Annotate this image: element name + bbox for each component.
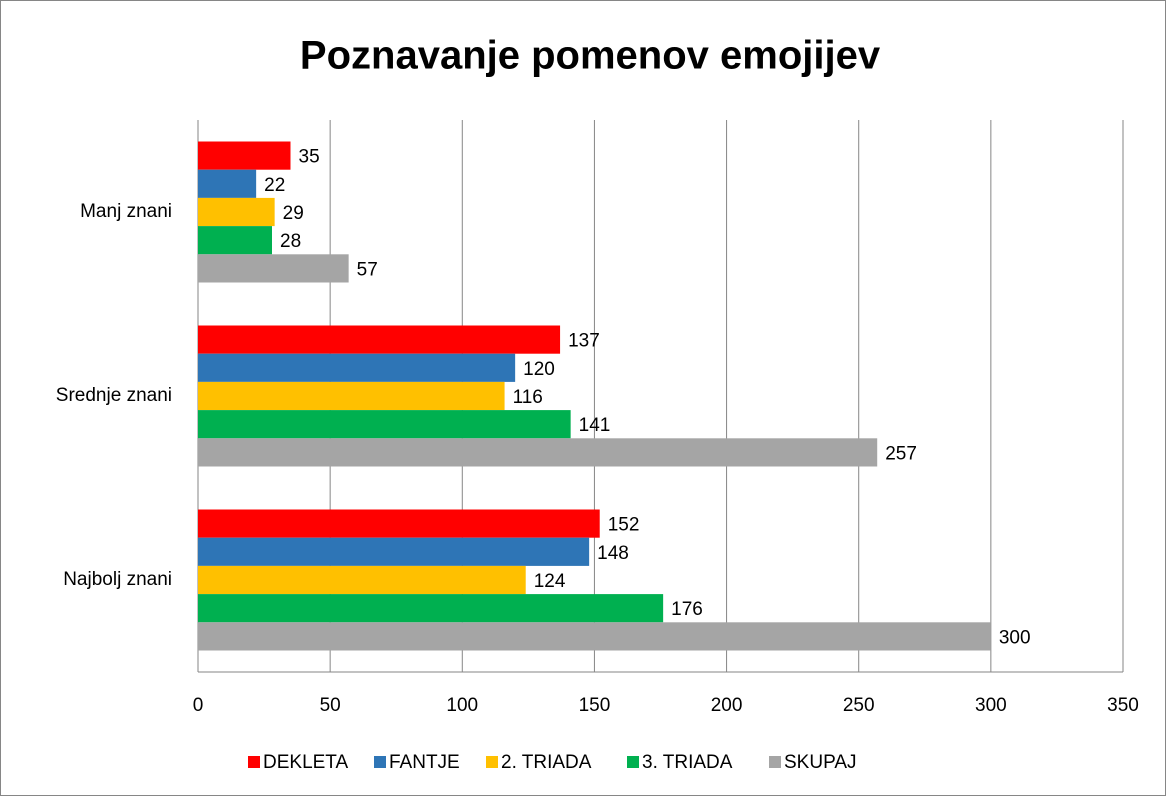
legend-label: 2. TRIADA <box>501 752 592 773</box>
legend-label: 3. TRIADA <box>642 752 733 773</box>
x-tick-label: 300 <box>975 695 1007 716</box>
value-label: 35 <box>299 147 320 168</box>
bar <box>198 509 600 538</box>
value-label: 300 <box>999 627 1031 648</box>
value-label: 28 <box>280 231 301 252</box>
legend-label: SKUPAJ <box>784 752 857 773</box>
bar <box>198 438 878 467</box>
x-tick-label: 0 <box>193 695 204 716</box>
value-label: 141 <box>579 415 611 436</box>
value-label: 116 <box>513 387 543 408</box>
value-label: 257 <box>885 443 917 464</box>
value-label: 57 <box>357 259 378 280</box>
x-tick-label: 350 <box>1107 695 1139 716</box>
chart-title: Poznavanje pomenov emojijev <box>300 34 881 78</box>
y-tick-label: Najbolj znani <box>63 569 172 590</box>
legend-label: FANTJE <box>389 752 460 773</box>
bar <box>198 537 590 566</box>
value-label: 137 <box>568 331 600 352</box>
bar <box>198 141 291 170</box>
bar <box>198 353 516 382</box>
value-label: 29 <box>283 203 304 224</box>
bar <box>198 169 257 198</box>
bar <box>198 226 272 255</box>
value-label: 22 <box>264 175 285 196</box>
bar <box>198 254 349 283</box>
value-label: 152 <box>608 515 640 536</box>
legend-swatch <box>374 756 386 768</box>
y-tick-label: Manj znani <box>80 201 172 222</box>
x-tick-label: 100 <box>446 695 478 716</box>
value-label: 148 <box>597 543 629 564</box>
value-label: 120 <box>523 359 555 380</box>
bar <box>198 381 505 411</box>
bar <box>198 565 526 595</box>
legend-swatch <box>627 756 639 768</box>
legend-swatch <box>769 756 781 768</box>
bar <box>198 594 664 623</box>
y-tick-label: Srednje znani <box>56 385 172 406</box>
value-label: 176 <box>671 599 703 620</box>
bar <box>198 197 275 227</box>
x-tick-label: 50 <box>320 695 341 716</box>
bar <box>198 325 561 354</box>
legend-swatch <box>248 756 260 768</box>
x-tick-label: 150 <box>579 695 611 716</box>
legend-swatch <box>486 756 498 768</box>
x-tick-label: 250 <box>843 695 875 716</box>
value-label: 124 <box>534 571 566 592</box>
x-tick-label: 200 <box>711 695 743 716</box>
legend-label: DEKLETA <box>263 752 349 773</box>
bar <box>198 622 991 651</box>
bar <box>198 410 571 439</box>
